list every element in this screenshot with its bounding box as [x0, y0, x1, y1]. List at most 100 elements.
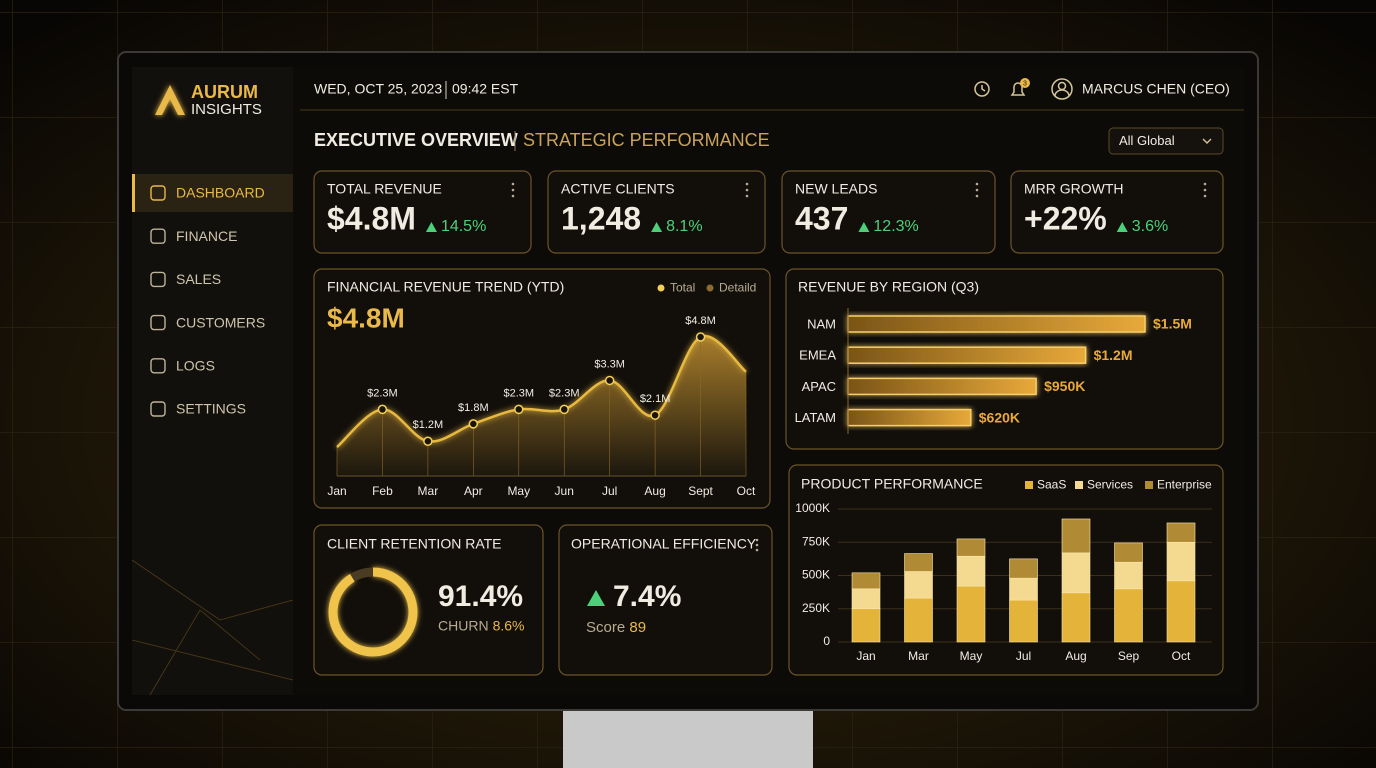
y-tick-label: EMEA	[799, 348, 836, 363]
trend-point	[695, 332, 706, 342]
legend-swatch	[1145, 481, 1153, 489]
data-label: $3.3M	[594, 358, 625, 370]
kpi-menu-dot[interactable]	[975, 182, 979, 186]
nav-icon	[150, 271, 166, 288]
legend-label: Enterprise	[1157, 478, 1212, 492]
data-label: $1.2M	[1094, 347, 1133, 363]
chart-headline: $4.8M	[327, 302, 405, 333]
kpi-up-arrow	[425, 222, 437, 232]
legend-label: Total	[670, 281, 695, 295]
bar-segment	[956, 555, 986, 587]
bar	[847, 315, 1146, 333]
nav-item[interactable]: DASHBOARD	[176, 185, 265, 201]
kpi-label: ACTIVE CLIENTS	[561, 181, 675, 197]
kpi-label: TOTAL REVENUE	[327, 181, 442, 197]
nav-item[interactable]: SALES	[176, 271, 221, 287]
kpi-menu-dot[interactable]	[511, 188, 515, 192]
legend-swatch	[1025, 481, 1033, 489]
bar-segment	[851, 588, 881, 610]
nav-item[interactable]: LOGS	[176, 358, 215, 374]
bar-segment	[1009, 599, 1038, 643]
x-tick-label: Sept	[688, 484, 713, 498]
legend-label: Services	[1087, 478, 1133, 492]
filter-dropdown[interactable]	[1108, 127, 1224, 155]
kpi-value: 1,248	[561, 200, 641, 236]
user-avatar[interactable]	[1051, 78, 1073, 100]
chart-title: FINANCIAL REVENUE TREND (YTD)	[327, 279, 564, 295]
kpi-change: 8.1%	[666, 218, 702, 235]
header-icons[interactable]	[974, 78, 1073, 100]
bar-segment	[1166, 541, 1196, 582]
kpi-menu-dot[interactable]	[745, 188, 749, 192]
product-panel	[788, 464, 1224, 676]
y-tick-label: 500K	[802, 568, 830, 582]
bar-segment	[904, 597, 933, 643]
clock-icon[interactable]	[974, 81, 990, 97]
bar	[847, 377, 1037, 396]
x-tick-label: Mar	[908, 649, 929, 663]
kpi-menu-dot[interactable]	[1203, 188, 1207, 192]
bar-segment	[904, 553, 933, 572]
data-label: $620K	[979, 409, 1020, 425]
kpi-menu-dot[interactable]	[511, 182, 515, 186]
page-title: EXECUTIVE OVERVIEW	[314, 130, 518, 150]
x-tick-label: Apr	[464, 484, 483, 498]
kpi-menu-dot[interactable]	[745, 194, 749, 198]
data-label: $2.3M	[549, 387, 580, 399]
notification-count: 3	[1023, 80, 1027, 87]
x-tick-label: Aug	[1065, 649, 1086, 663]
chart-title: REVENUE BY REGION (Q3)	[798, 279, 979, 295]
user-name[interactable]: MARCUS CHEN (CEO)	[1082, 81, 1230, 97]
bar	[847, 346, 1087, 364]
nav-icon	[150, 401, 166, 417]
donut-segment	[328, 567, 418, 657]
legend-label: SaaS	[1037, 478, 1066, 492]
kpi-menu-dot[interactable]	[511, 194, 515, 198]
kpi-change: 14.5%	[441, 218, 486, 235]
x-tick-label: May	[960, 649, 983, 663]
kpi-menu-dot[interactable]	[975, 188, 979, 192]
kpi-card	[313, 170, 532, 254]
bell-icon[interactable]	[1010, 82, 1026, 96]
header-time: 09:42 EST	[452, 81, 519, 97]
kpi-menu-dot[interactable]	[1203, 194, 1207, 198]
filter-label[interactable]: All Global	[1119, 133, 1175, 148]
data-label: $1.2M	[413, 419, 444, 431]
nav-icon	[150, 228, 166, 244]
bar-segment	[1114, 542, 1143, 563]
nav-item[interactable]: FINANCE	[176, 228, 237, 244]
x-tick-label: Jun	[555, 484, 574, 498]
bar-segment	[851, 608, 881, 643]
nav-item[interactable]: CUSTOMERS	[176, 314, 265, 330]
kpi-menu-dot[interactable]	[1203, 182, 1207, 186]
trend-point	[650, 410, 660, 420]
y-tick-label: 0	[823, 634, 830, 648]
bar-segment	[1114, 588, 1143, 643]
trend-point	[377, 404, 388, 415]
data-label: $1.5M	[1153, 316, 1192, 332]
kpi-menu-dot[interactable]	[975, 194, 979, 198]
efficiency-value: 7.4%	[613, 580, 681, 613]
efficiency-title: OPERATIONAL EFFICIENCY	[571, 536, 757, 552]
kpi-card	[781, 170, 996, 254]
bar-segment	[1061, 552, 1091, 594]
retention-value: 91.4%	[438, 580, 523, 613]
kpi-value: +22%	[1024, 200, 1107, 236]
legend-swatch	[657, 284, 665, 292]
kpi-change: 3.6%	[1132, 218, 1168, 235]
nav-icon	[150, 314, 166, 331]
kpi-menu-dot[interactable]	[745, 182, 749, 186]
data-label: $2.3M	[503, 387, 534, 399]
kpi-up-arrow	[651, 222, 663, 232]
y-tick-label: LATAM	[795, 410, 836, 425]
nav-item[interactable]: SETTINGS	[176, 401, 246, 417]
kpi-change: 12.3%	[873, 218, 918, 235]
notification-badge	[1020, 78, 1030, 88]
nav-active-bar	[132, 174, 135, 212]
filter-chevron	[1202, 138, 1212, 144]
data-label: $2.1M	[640, 393, 671, 405]
efficiency-menu[interactable]	[755, 538, 759, 552]
bar-segment	[1061, 592, 1091, 643]
x-tick-label: Jul	[1016, 649, 1031, 663]
trend-point	[604, 375, 615, 386]
